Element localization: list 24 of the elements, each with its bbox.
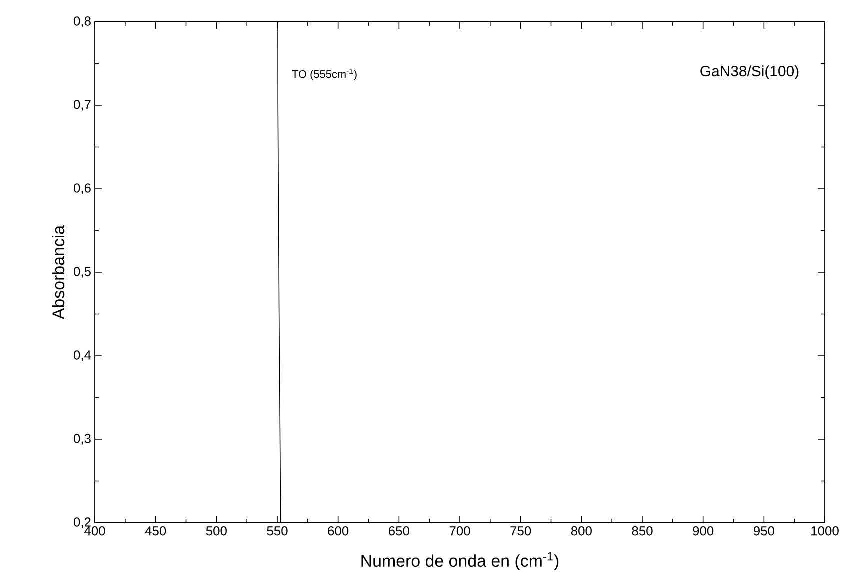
x-axis-title: Numero de onda en (cm$^{-1}$) — [362, 552, 559, 570]
y-axis-title: Absorbancia — [52, 225, 65, 320]
x-tick-label: 900 — [693, 526, 714, 536]
y-tick-label: 0,2 — [74, 518, 91, 528]
y-tick-label: 0,3 — [74, 434, 91, 445]
x-tick-label: 500 — [206, 526, 227, 536]
annotation: GaN38/Si(100) — [700, 66, 799, 80]
x-tick-label: 1000 — [812, 526, 839, 536]
annotation: TO (555cm$^{-1}$) — [292, 68, 357, 80]
x-tick-label: 700 — [450, 526, 470, 536]
x-tick-label: 800 — [571, 526, 592, 536]
x-tick-label: 450 — [145, 526, 166, 536]
x-tick-label: 600 — [328, 526, 349, 536]
x-tick-label: 750 — [510, 526, 532, 536]
y-tick-label: 0,7 — [74, 100, 91, 111]
x-tick-label: 400 — [84, 526, 106, 536]
y-tick-label: 0,4 — [74, 350, 92, 362]
y-tick-label: 0,8 — [74, 16, 91, 28]
x-tick-label: 650 — [389, 526, 410, 536]
x-tick-label: 550 — [267, 526, 288, 536]
y-tick-label: 0,5 — [74, 267, 91, 278]
x-tick-label: 950 — [754, 526, 774, 536]
y-tick-label: 0,6 — [74, 184, 91, 194]
x-tick-label: 850 — [632, 526, 653, 536]
